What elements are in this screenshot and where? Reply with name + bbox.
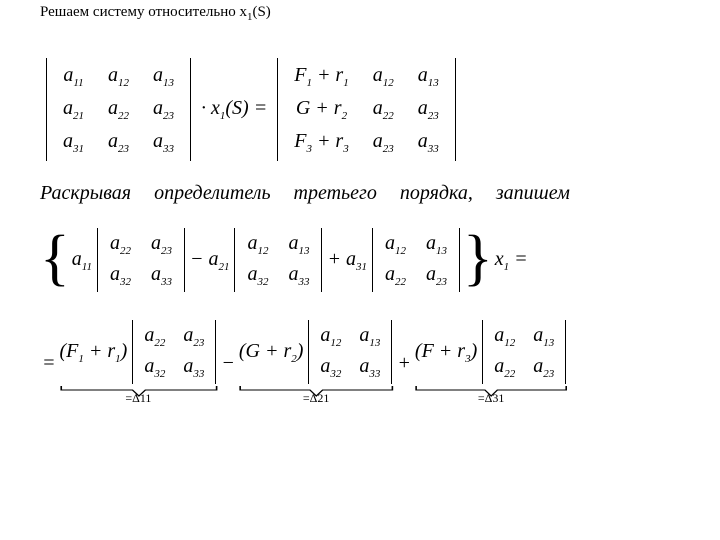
equation-3: { a11 a22a23a32a33 − a21 a12a13a32a33 + …: [40, 228, 530, 292]
coef-a21: − a21: [190, 248, 230, 273]
group-delta11: (F1 + r1) a22a23a32a33 =Δ11: [58, 320, 220, 406]
det-left: a11a12a13a21a22a23a31a23a33: [46, 58, 191, 161]
coef-a11: a11: [72, 248, 92, 273]
brace-right: }: [463, 227, 493, 289]
eq3-tail: x1 =: [495, 248, 528, 273]
equation-4: = (F1 + r1) a22a23a32a33 =Δ11 − (G + r2)…: [40, 320, 569, 406]
title-suffix: (S): [252, 4, 270, 20]
det3-3: a12a13a22a23: [372, 228, 460, 292]
group-delta31: (F + r3) a12a13a22a23 =Δ31: [413, 320, 569, 406]
det3-2: a12a13a32a33: [234, 228, 322, 292]
underbrace-2: [237, 384, 396, 392]
minus-sep: −: [221, 352, 235, 375]
underbrace-1: [58, 384, 220, 392]
expansion-text: Раскрывая определитель третьего порядка,…: [40, 182, 570, 205]
det-right: F1 + r1a12a13G + r2a22a23F3 + r3a23a33: [277, 58, 456, 161]
plus-sep: +: [397, 352, 411, 375]
brace-left: {: [40, 227, 70, 289]
group-delta21: (G + r2) a12a13a32a33 =Δ21: [237, 320, 396, 406]
underbrace-3: [413, 384, 569, 392]
coef-a31: + a31: [327, 248, 367, 273]
det3-1: a22a23a32a33: [97, 228, 185, 292]
equation-1: a11a12a13a21a22a23a31a23a33 · x1(S) = F1…: [40, 58, 462, 161]
eq4-lead: =: [42, 352, 56, 375]
eq1-middle: · x1(S) =: [201, 97, 267, 122]
title-line: Решаем систему относительно x1(S): [40, 4, 271, 23]
title-text: Решаем систему относительно x: [40, 4, 247, 20]
